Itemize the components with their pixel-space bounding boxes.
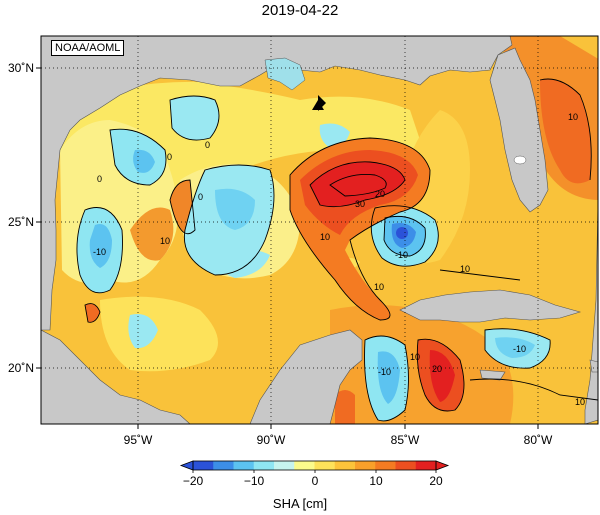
contour-label: 20 [375, 189, 385, 199]
contour-label: 10 [460, 264, 470, 274]
lat-label: 25˚N [8, 215, 34, 229]
lon-label: 80˚W [524, 433, 553, 447]
contour-label: 0 [167, 152, 172, 162]
colorbar-ticks: −20 −10 0 10 20 [183, 474, 443, 488]
colorbar-high-arrow [435, 460, 450, 471]
contour-label: 10 [568, 112, 578, 122]
colorbar-swatch [314, 461, 336, 470]
contour-label: 0 [205, 140, 210, 150]
lon-label: 95˚W [124, 433, 153, 447]
lon-label: 90˚W [257, 433, 286, 447]
contour-label: 10 [410, 352, 420, 362]
colorbar-tick-label: 20 [429, 474, 443, 488]
negative-anomalies [76, 96, 551, 421]
colorbar-swatch [213, 461, 234, 470]
colorbar-swatch [294, 461, 315, 470]
colorbar-swatch [375, 461, 396, 470]
colorbar-tick-label: −20 [183, 474, 204, 488]
colorbar-swatch [233, 461, 255, 470]
colorbar-swatch [355, 461, 376, 470]
land-masses [41, 36, 598, 424]
map-frame [40, 35, 599, 425]
contour-label: 10 [374, 282, 384, 292]
lon-label: 85˚W [391, 433, 420, 447]
colorbar-tick-label: 0 [312, 474, 319, 488]
credit-label: NOAA/AOML [51, 40, 125, 56]
contour-label: -10 [513, 344, 526, 354]
colorbar [179, 460, 450, 473]
contour-label: -10 [93, 247, 106, 257]
contour-label: -10 [395, 250, 408, 260]
triangle-marker-icon [312, 100, 324, 110]
contour-label: 20 [432, 364, 442, 374]
colorbar-swatch [334, 461, 356, 470]
graticule [41, 36, 598, 424]
map-title: 2019-04-22 [261, 2, 339, 19]
contour-labels: 0 0 0 0 10 10 -10 -10 20 30 10 -10 10 10… [93, 112, 585, 407]
colorbar-swatch [253, 461, 275, 470]
contour-lines [76, 78, 598, 422]
lat-label: 20˚N [8, 361, 34, 375]
positive-anomalies [85, 79, 592, 424]
contour-label: 10 [320, 232, 330, 242]
colorbar-low-arrow [179, 460, 194, 471]
axis-ticks [36, 67, 539, 429]
contour-label: 10 [575, 397, 585, 407]
colorbar-tick-label: −10 [244, 474, 265, 488]
contour-label: 30 [355, 199, 365, 209]
colorbar-frame [192, 460, 437, 471]
lat-label: 30˚N [8, 61, 34, 75]
colorbar-label: SHA [cm] [272, 496, 328, 511]
colorbar-tick-label: 10 [369, 474, 383, 488]
colorbar-swatch [415, 461, 437, 470]
contour-label: 10 [160, 236, 170, 246]
contour-label: 0 [97, 174, 102, 184]
contour-label: -10 [378, 367, 391, 377]
colorbar-swatch [193, 461, 214, 470]
contour-label: 0 [198, 192, 203, 202]
colorbar-swatch [395, 461, 417, 470]
colorbar-swatch [274, 461, 295, 470]
